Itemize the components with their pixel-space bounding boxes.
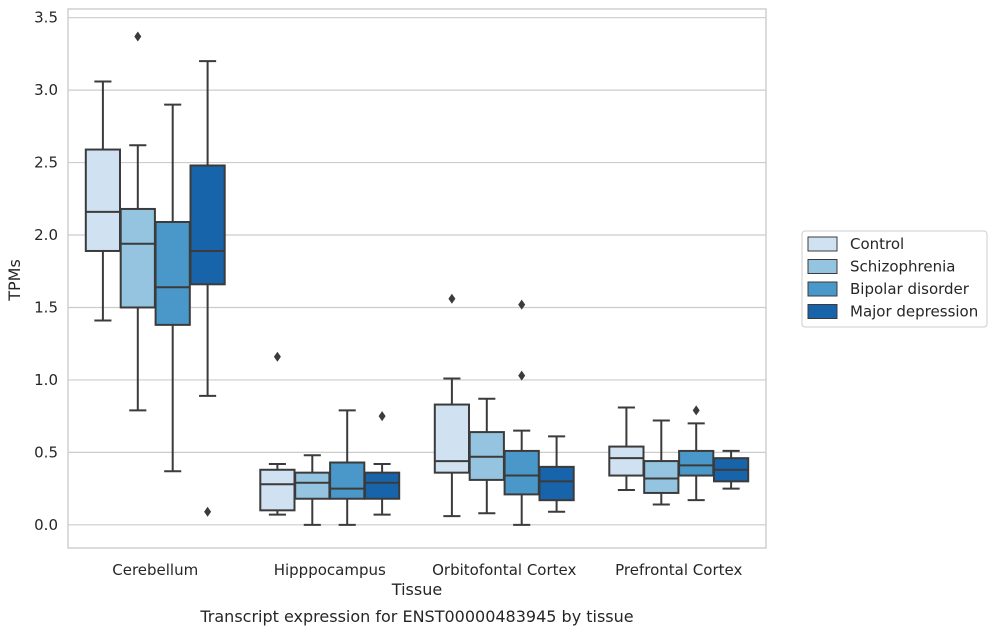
y-tick-label: 0.0 <box>34 516 58 534</box>
box-iqr <box>189 164 226 286</box>
x-tick-label: Orbitofontal Cortex <box>432 561 576 579</box>
y-tick-label: 3.0 <box>34 81 58 99</box>
box-iqr <box>433 403 471 474</box>
series-bipolar-disorder <box>154 103 715 526</box>
outlier-point <box>134 31 142 42</box>
box-iqr <box>503 449 540 496</box>
box-mark <box>154 103 191 473</box>
series-major-depression <box>189 60 750 517</box>
box-iqr <box>678 449 715 477</box>
y-tick-label: 2.5 <box>34 154 58 172</box>
box-iqr <box>643 460 680 494</box>
box-mark <box>538 435 575 513</box>
outlier-point <box>518 299 526 310</box>
outlier-point <box>273 351 281 362</box>
box-iqr <box>538 465 575 502</box>
box-mark <box>468 397 505 515</box>
box-mark <box>643 419 680 506</box>
box-iqr <box>84 148 122 252</box>
plot-frame <box>67 8 767 549</box>
legend-frame <box>801 230 988 328</box>
box-iqr <box>329 461 366 500</box>
legend-label: Major depression <box>850 303 978 321</box>
series-schizophrenia <box>119 31 680 526</box>
y-tick-label: 2.0 <box>34 226 58 244</box>
box-iqr <box>294 471 331 500</box>
box-series <box>84 31 750 526</box>
x-tick-label: Hipppocampus <box>274 561 386 579</box>
y-tick-label: 1.0 <box>34 371 58 389</box>
box-mark <box>503 299 540 526</box>
x-tick-label: Cerebellum <box>112 561 198 579</box>
legend: Control Schizophrenia Bipolar disorder Majo… <box>801 230 988 328</box>
outlier-point <box>448 293 456 304</box>
box-mark <box>294 454 331 526</box>
box-mark <box>433 293 471 518</box>
y-axis-label: TPMs <box>5 259 24 302</box>
box-mark <box>608 406 645 492</box>
box-mark <box>259 351 296 516</box>
series-control <box>84 80 645 518</box>
box-iqr <box>154 220 191 326</box>
legend-label: Control <box>850 235 904 253</box>
x-axis-label: Tissue <box>391 580 442 599</box>
y-tick-label: 0.5 <box>34 443 58 461</box>
legend-swatch <box>807 236 838 252</box>
box-mark <box>329 409 366 526</box>
x-tick-label: Prefrontal Cortex <box>615 561 742 579</box>
outlier-point <box>518 370 526 381</box>
box-mark <box>363 411 401 516</box>
box-iqr <box>608 445 645 477</box>
y-tick-labels: 0.0 0.5 1.0 1.5 2.0 2.5 3.0 3.5 <box>34 9 58 534</box>
box-mark <box>119 31 156 412</box>
outlier-point <box>692 405 700 416</box>
box-mark <box>189 60 226 517</box>
box-mark <box>712 449 750 490</box>
outlier-point <box>378 411 386 422</box>
box-iqr <box>119 207 156 309</box>
legend-swatch <box>807 304 838 319</box>
box-iqr <box>363 471 401 500</box>
legend-label: Schizophrenia <box>850 258 955 276</box>
y-tick-label: 1.5 <box>34 298 58 316</box>
box-mark <box>84 80 122 322</box>
legend-label: Bipolar disorder <box>850 280 970 298</box>
legend-swatch <box>807 259 838 274</box>
outlier-point <box>204 506 212 517</box>
legend-swatch <box>807 281 838 297</box>
x-tick-labels: Cerebellum Hipppocampus Orbitofontal Corte… <box>112 561 742 579</box>
chart-caption: Transcript expression for ENST0000048394… <box>199 607 633 626</box>
box-iqr <box>259 468 296 512</box>
box-mark <box>678 405 715 502</box>
y-tick-label: 3.5 <box>34 9 58 27</box>
